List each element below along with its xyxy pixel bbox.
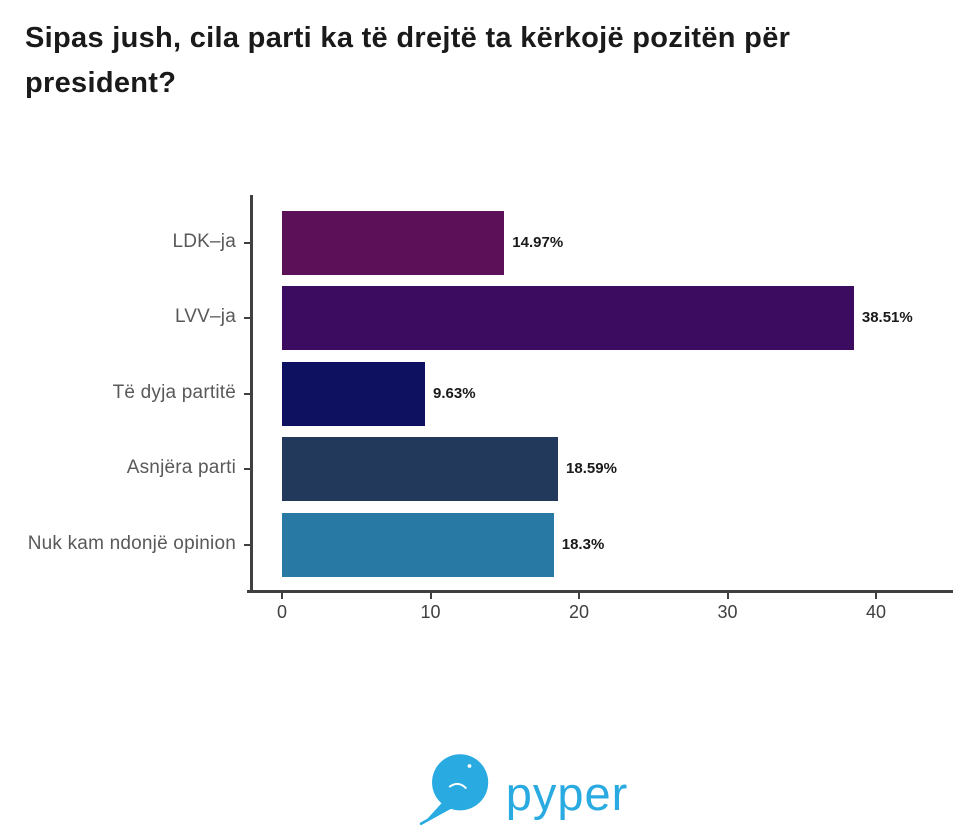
x-axis-tick-label: 40 [865, 602, 887, 622]
category-label: LDK–ja [172, 231, 236, 252]
bar [282, 211, 505, 275]
bar-value-label: 14.97% [512, 234, 564, 251]
bar [282, 437, 559, 502]
x-axis-tick [875, 593, 877, 599]
bar-value-label: 18.59% [566, 460, 617, 478]
bar-chart: LDK–ja 14.97% LVV–ja 38.51% Të dyja partitë 9… [27, 195, 953, 622]
y-axis-line [250, 195, 253, 593]
x-axis-tick [281, 593, 283, 599]
y-axis-tick [244, 242, 250, 244]
x-axis-tick-label: 0 [276, 602, 287, 622]
bar-value-label: 18.3% [561, 535, 605, 553]
x-axis-tick [429, 593, 432, 599]
category-label: Nuk kam ndonjë opinion [27, 532, 236, 554]
bar-value-label: 9.63% [433, 384, 476, 402]
bar [282, 361, 425, 426]
pyper-logo-text: pyper [505, 766, 629, 820]
bar-value-label: 38.51% [861, 309, 913, 327]
category-label: LVV–ja [174, 306, 236, 328]
y-axis-tick [244, 543, 250, 546]
bar [282, 286, 854, 351]
bird-in-circle-icon [419, 754, 488, 826]
category-label: Asnjëra parti [126, 457, 236, 479]
pyper-logo: pyper [0, 746, 980, 828]
x-axis-line [247, 590, 953, 593]
x-axis-tick-label: 30 [717, 602, 738, 622]
x-axis-tick [726, 593, 729, 599]
category-label: Të dyja partitë [112, 381, 236, 403]
x-axis-tick-label: 10 [420, 602, 441, 622]
bar [282, 512, 554, 577]
y-axis-tick [244, 468, 250, 471]
chart-title: Sipas jush, cila parti ka të drejtë ta k… [25, 22, 791, 99]
y-axis-tick [244, 317, 250, 320]
y-axis-tick [244, 392, 250, 395]
x-axis-tick-label: 20 [568, 602, 590, 622]
x-axis-tick [578, 593, 580, 599]
